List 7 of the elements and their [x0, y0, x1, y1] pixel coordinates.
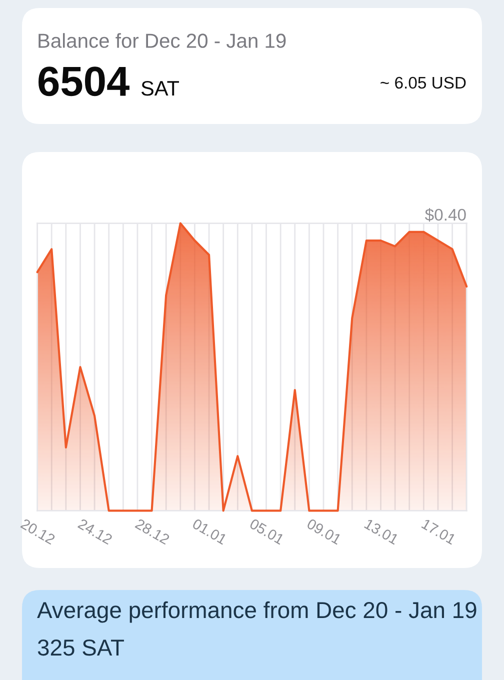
chart-title: Balance for Dec 20 - Jan 19 [38, 33, 286, 48]
text: $0.40 [424, 208, 466, 222]
text: SAT [141, 80, 180, 96]
text: 6504 [38, 66, 130, 96]
text: Average performance from Dec 20 - Jan 19 [37, 601, 476, 623]
text: ~ 6.05 USD [380, 76, 466, 89]
text: 325 SAT [38, 640, 124, 656]
